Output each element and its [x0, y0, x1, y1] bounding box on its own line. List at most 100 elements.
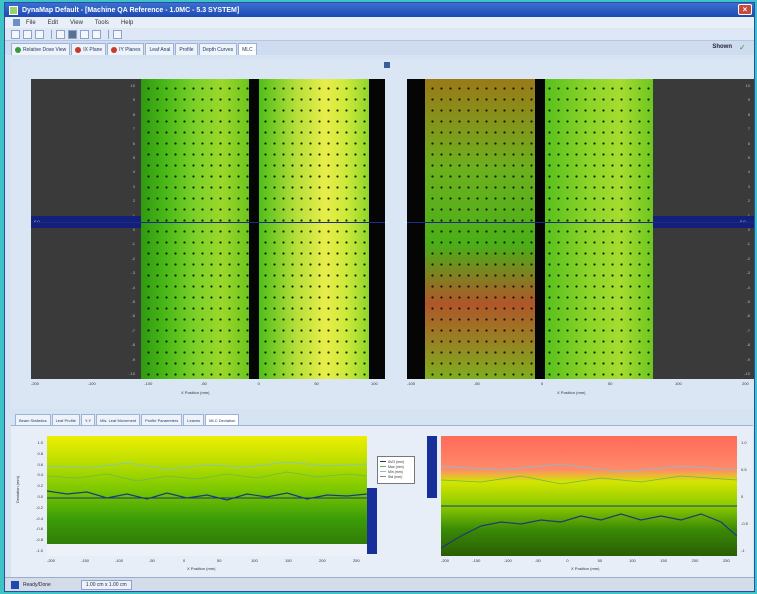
tab-y-y[interactable]: Y-Y [80, 414, 96, 425]
row-tick: -10 [744, 371, 750, 376]
tab-depth-curves[interactable]: Depth Curves [198, 43, 238, 55]
legend-item: Min (mm) [380, 469, 412, 474]
x-tick: -100 [503, 558, 512, 563]
x-tick: 0 [541, 381, 544, 386]
red-dot-icon [111, 46, 118, 53]
x-tick: 50 [314, 381, 319, 386]
y-tick: -1.0 [36, 548, 43, 553]
right-row-ticks: 109876543210-1-2-3-4-5-6-7-8-9-10 [653, 79, 754, 379]
tab-ix-plane[interactable]: IX Plane [71, 43, 107, 55]
tab-relative-dose[interactable]: Relative Dose View [11, 43, 71, 55]
x-axis-label: X Position (mm) [557, 390, 586, 395]
title-bar[interactable]: DynaMap Default - [Machine QA Reference … [5, 3, 754, 17]
tab-label: Profile [179, 46, 194, 53]
status-icon [11, 580, 19, 589]
right-heatmap[interactable]: 109876543210-1-2-3-4-5-6-7-8-9-10 0.0 [407, 79, 754, 379]
x-tick: -50 [474, 381, 480, 386]
x-tick: -200 [31, 381, 40, 386]
left-heatmap[interactable]: 109876543210-1-2-3-4-5-6-7-8-9-10 0.0 [31, 79, 385, 379]
menu-bar: File Edit View Tools Help [5, 17, 754, 28]
save-icon[interactable] [35, 29, 44, 39]
leaf-dots [141, 79, 369, 379]
menu-tools[interactable]: Tools [94, 19, 109, 26]
left-x-axis: X Position (mm) -200 -100 -100 -50 0 50 100 [31, 381, 385, 395]
row-tick: 3 [132, 183, 135, 189]
series-max [441, 475, 737, 485]
menu-file[interactable]: File [26, 19, 36, 26]
row-tick: 10 [130, 83, 135, 88]
row-tick: -2 [131, 255, 135, 261]
crosshair-line [31, 222, 385, 223]
series-average [47, 490, 367, 501]
series-average [441, 513, 737, 549]
legend-item: AVG (mm) [380, 459, 412, 464]
menu-view[interactable]: View [70, 19, 83, 26]
tab-profile[interactable]: Profile [175, 43, 198, 55]
tab-label: IX Plane [83, 46, 103, 53]
pin-icon[interactable] [384, 62, 390, 68]
tab-beam-statistics[interactable]: Beam Statistics [15, 414, 51, 425]
x-tick: 100 [371, 381, 378, 386]
legend-swatch [380, 476, 386, 477]
row-tick: 9 [132, 97, 135, 103]
x-tick: -200 [47, 558, 56, 563]
row-tick: -8 [746, 342, 750, 348]
menu-app-icon[interactable] [13, 19, 20, 26]
print-icon[interactable] [56, 29, 65, 39]
left-range-band[interactable] [367, 488, 377, 554]
row-tick: 9 [747, 97, 750, 103]
x-tick: -100 [144, 381, 153, 386]
zoom-icon[interactable] [113, 29, 122, 39]
legend-swatch [380, 466, 386, 467]
right-chart-svg [441, 463, 737, 549]
row-tick: -1 [131, 241, 135, 247]
row-tick: 0 [132, 227, 135, 232]
row-tick: 1 [133, 213, 135, 218]
y-tick: 0.2 [37, 483, 43, 489]
tab-mlc-deviation[interactable]: MLC Deviation [205, 414, 240, 425]
tab-leaf-anal[interactable]: Leaf Anal [145, 43, 175, 55]
camera-icon[interactable] [68, 29, 77, 39]
new-icon[interactable] [11, 29, 20, 39]
tab-leaf-profile[interactable]: Leaf Profile [51, 414, 80, 425]
menu-help[interactable]: Help [120, 19, 134, 26]
grid-icon[interactable] [92, 29, 101, 39]
x-tick: -100 [115, 558, 124, 563]
tab-mlc[interactable]: MLC [238, 43, 257, 55]
x-tick: -50 [201, 381, 207, 386]
row-tick: -4 [131, 284, 135, 290]
row-tick: -3 [131, 270, 135, 276]
x-tick: 200 [742, 381, 749, 386]
legend-label: AVG (mm) [388, 459, 405, 464]
y-tick: 0.6 [37, 461, 43, 467]
right-range-band[interactable] [427, 436, 437, 498]
open-icon[interactable] [23, 29, 32, 39]
chart-icon[interactable] [80, 29, 89, 39]
row-tick: -9 [746, 356, 750, 362]
tab-profile-parameters[interactable]: Profile Parameters [141, 414, 183, 425]
series-min [441, 463, 737, 473]
tab-iy-planes[interactable]: IY Planes [107, 43, 145, 55]
row-tick: -3 [746, 270, 750, 276]
x-tick: 100 [675, 381, 682, 386]
row-tick: -7 [746, 327, 750, 333]
x-tick: 0 [183, 558, 186, 563]
row-tick: 7 [132, 126, 135, 132]
x-tick: 150 [660, 558, 668, 563]
x-tick: 0 [257, 381, 260, 386]
row-tick: -5 [746, 299, 750, 304]
deviation-panel: Deviation (mm) 1.0 0.8 0.6 0.4 0.2 0.0 -0.2 -0.… [11, 425, 753, 577]
check-icon[interactable]: ✓ [739, 43, 746, 52]
y-tick: 0.8 [37, 450, 43, 456]
toolbar [5, 28, 754, 41]
right-deviation-chart[interactable] [441, 436, 737, 556]
left-chart-svg [47, 461, 367, 556]
tab-mis-leaf-movement[interactable]: Mis. Leaf Movement [96, 414, 141, 425]
left-deviation-chart[interactable] [47, 436, 367, 556]
app-icon [9, 5, 18, 15]
window-title: DynaMap Default - [Machine QA Reference … [22, 6, 240, 14]
tab-leaves[interactable]: Leaves [183, 414, 205, 425]
menu-edit[interactable]: Edit [47, 19, 59, 26]
close-icon[interactable]: × [738, 4, 752, 15]
right-chart-x-axis: X Position (mm) -200 -150 -100 -50 0 50 100 150… [441, 558, 737, 574]
